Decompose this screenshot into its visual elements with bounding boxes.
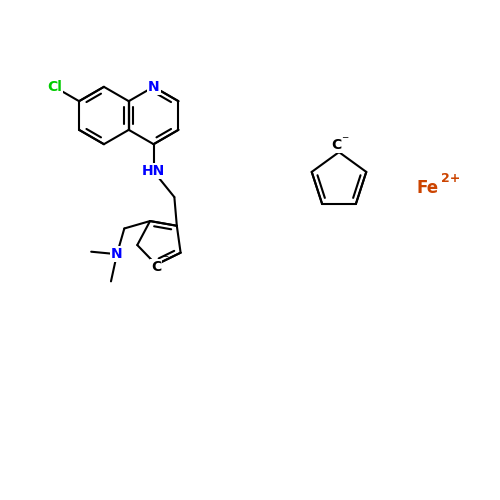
Text: $^-$: $^-$ [160, 253, 170, 266]
Text: C: C [332, 138, 342, 152]
Text: C: C [151, 260, 162, 274]
Text: Fe: Fe [417, 179, 439, 197]
Text: $^-$: $^-$ [340, 134, 350, 146]
Text: Cl: Cl [47, 80, 62, 94]
Text: 2+: 2+ [440, 172, 460, 185]
Text: N: N [111, 247, 122, 261]
Text: HN: HN [142, 164, 165, 178]
Text: N: N [148, 80, 160, 94]
